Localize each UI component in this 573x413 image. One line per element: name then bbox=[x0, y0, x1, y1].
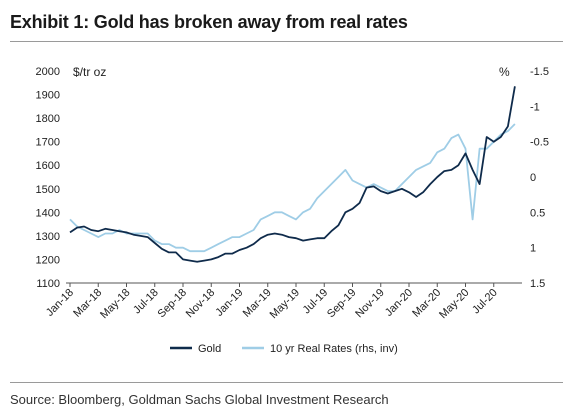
legend-label-gold: Gold bbox=[198, 343, 221, 355]
chart-title: Exhibit 1: Gold has broken away from rea… bbox=[10, 12, 408, 32]
right-axis-tick-label: 0.5 bbox=[530, 207, 545, 219]
x-axis-tick-label: May-19 bbox=[268, 287, 302, 321]
left-axis-tick-label: 1700 bbox=[36, 137, 60, 149]
right-axis-tick-label: 1 bbox=[530, 243, 536, 255]
series-line-gold bbox=[69, 86, 516, 263]
x-axis-tick-label: Jan-20 bbox=[383, 287, 415, 319]
left-axis-tick-label: 1200 bbox=[36, 254, 60, 266]
right-axis-tick-label: -0.5 bbox=[530, 137, 549, 149]
left-axis-ticks: 1100 1200 1300 1400 1500 1600 1700 1800 1900 2000 bbox=[36, 66, 60, 290]
x-axis-tick-label: Nov-19 bbox=[353, 287, 387, 321]
right-axis-tick-label: 1.5 bbox=[530, 278, 545, 290]
x-axis-tick-label: May-18 bbox=[98, 287, 132, 321]
left-axis-tick-label: 2000 bbox=[36, 66, 60, 78]
right-axis-tick-label: 0 bbox=[530, 172, 536, 184]
title-divider bbox=[10, 41, 563, 42]
legend: Gold 10 yr Real Rates (rhs, inv) bbox=[170, 343, 398, 355]
x-axis-tick-label: Sep-19 bbox=[325, 287, 359, 321]
right-axis-unit: % bbox=[499, 65, 510, 79]
x-axis-tick-label: Nov-18 bbox=[184, 287, 218, 321]
source-note: Source: Bloomberg, Goldman Sachs Global … bbox=[10, 392, 389, 407]
left-axis-unit: $/tr oz bbox=[73, 65, 106, 79]
x-axis-tick-label: Jan-19 bbox=[213, 287, 245, 319]
x-axis-tick-label: Sep-18 bbox=[156, 287, 190, 321]
right-axis-tick-label: -1 bbox=[530, 101, 540, 113]
left-axis-tick-label: 1300 bbox=[36, 231, 60, 243]
legend-label-real-rates: 10 yr Real Rates (rhs, inv) bbox=[270, 343, 398, 355]
x-axis-tick-label: Jan-18 bbox=[44, 287, 76, 319]
right-axis-tick-label: -1.5 bbox=[530, 66, 549, 78]
right-axis-ticks: -1.5 -1 -0.5 0 0.5 1 1.5 bbox=[530, 66, 549, 290]
left-axis-tick-label: 1100 bbox=[36, 278, 60, 290]
left-axis-tick-label: 1500 bbox=[36, 184, 60, 196]
x-axis-tick-label: May-20 bbox=[437, 287, 471, 321]
x-axis-tick-label: Jul-20 bbox=[470, 287, 500, 317]
left-axis-tick-label: 1800 bbox=[36, 113, 60, 125]
source-divider bbox=[10, 382, 563, 383]
series-line-real-rates bbox=[69, 123, 516, 253]
left-axis-tick-label: 1900 bbox=[36, 90, 60, 102]
x-axis-ticks: Jan-18Mar-18May-18Jul-18Sep-18Nov-18Jan-… bbox=[44, 283, 500, 321]
left-axis-tick-label: 1600 bbox=[36, 160, 60, 172]
left-axis-tick-label: 1400 bbox=[36, 207, 60, 219]
